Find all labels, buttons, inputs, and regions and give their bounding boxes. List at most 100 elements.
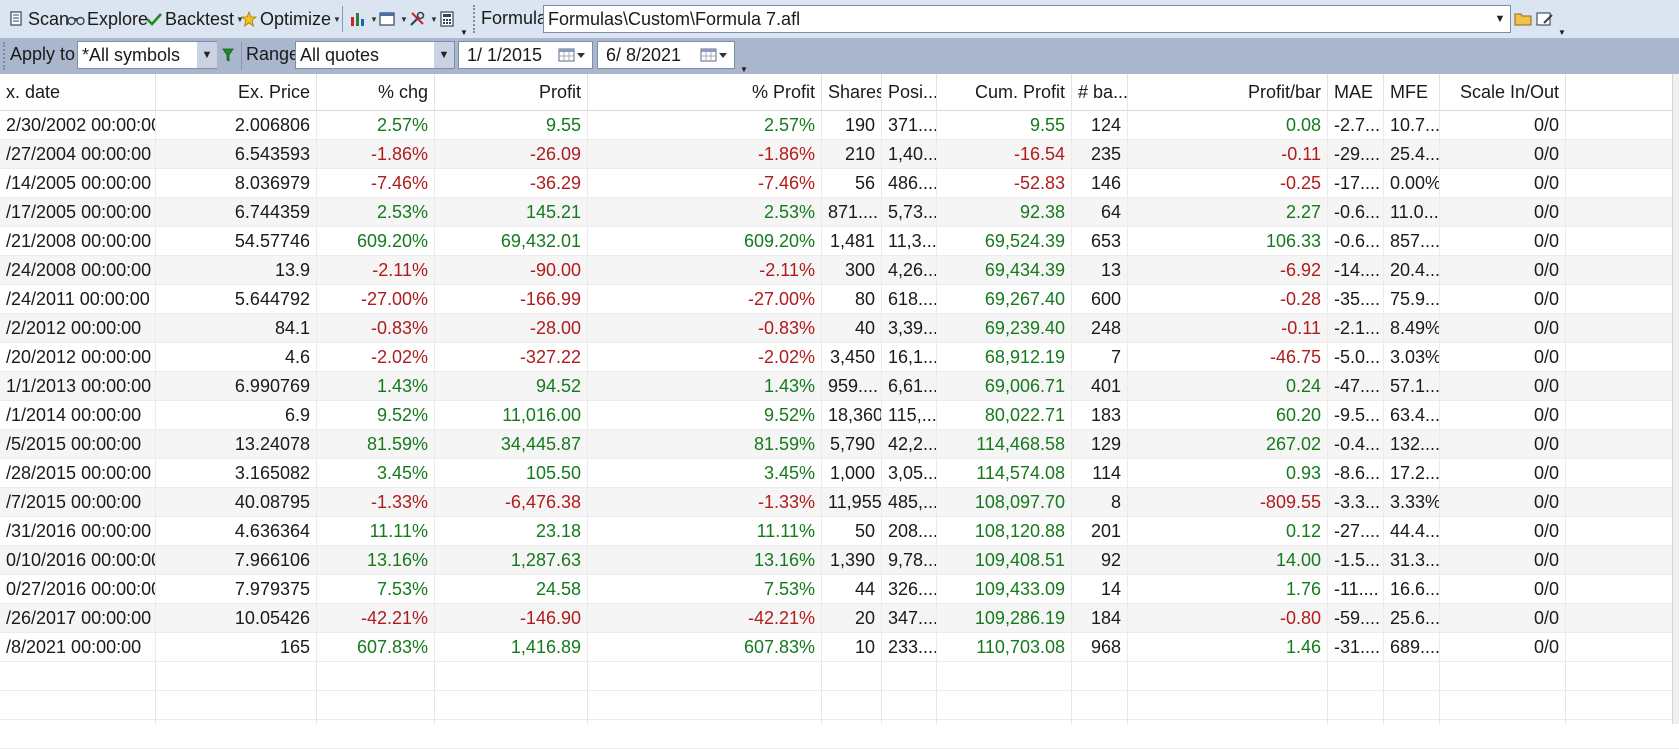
table-row[interactable]: 0/27/2016 00:00:00 7.979375 7.53% 24.58 7.53…	[0, 575, 1679, 604]
chart-dropdown-icon[interactable]: ▼	[370, 14, 378, 24]
cell-profit: -166.99	[435, 285, 588, 313]
cell-exit-date: /14/2005 00:00:00	[0, 169, 156, 197]
cell-bars: 8	[1072, 488, 1128, 516]
cell-scale-in-out: 0/0	[1440, 256, 1566, 284]
table-row[interactable]: /5/2015 00:00:00 13.24078 81.59% 34,445.87 8…	[0, 430, 1679, 459]
scan-label: Scan	[28, 8, 70, 29]
explore-button[interactable]: Explore	[67, 7, 148, 31]
scan-button[interactable]: Scan	[8, 7, 69, 31]
cell-exit-date: /1/2014 00:00:00	[0, 401, 156, 429]
table-row[interactable]: /24/2011 00:00:00 5.644792 -27.00% -166.99-…	[0, 285, 1679, 314]
column-header-pct-change[interactable]: % chg	[317, 74, 435, 110]
table-row[interactable]: 0/10/2016 00:00:00 7.966106 13.16% 1,287.63…	[0, 546, 1679, 575]
cell-pct-profit: -2.11%	[588, 256, 822, 284]
cell-cum-profit: 69,434.39	[937, 256, 1072, 284]
from-date-picker[interactable]: 1/ 1/2015	[458, 41, 593, 69]
column-header-cum-profit[interactable]: Cum. Profit	[937, 74, 1072, 110]
column-header-position-value[interactable]: Posi...	[882, 74, 937, 110]
column-header-exit-date[interactable]: x. date	[0, 74, 156, 110]
table-row[interactable]: /8/2021 00:00:00 165 607.83% 1,416.89 607.83…	[0, 633, 1679, 662]
range-select[interactable]: All quotes	[295, 41, 455, 69]
table-row[interactable]: /31/2016 00:00:00 4.636364 11.11% 23.18 11.1…	[0, 517, 1679, 546]
table-row[interactable]: /7/2015 00:00:00 40.08795 -1.33% -6,476.38-…	[0, 488, 1679, 517]
column-header-scale-in-out[interactable]: Scale In/Out	[1440, 74, 1566, 110]
column-header-mae[interactable]: MAE	[1328, 74, 1384, 110]
tools-button[interactable]: ▼	[408, 7, 438, 31]
report-button[interactable]: ▼	[378, 7, 408, 31]
cell-scale-in-out: 0/0	[1440, 111, 1566, 139]
cell-scale-in-out: 0/0	[1440, 169, 1566, 197]
table-row[interactable]: /24/2008 00:00:00 13.9 -2.11% -90.00 -2.11% 3…	[0, 256, 1679, 285]
column-header-profit[interactable]: Profit	[435, 74, 588, 110]
table-row[interactable]: /20/2012 00:00:00 4.6 -2.02% -327.22 -2.02% 3…	[0, 343, 1679, 372]
table-row[interactable]: /21/2008 00:00:00 54.57746 609.20% 69,432.0…	[0, 227, 1679, 256]
optimize-button[interactable]: Optimize ▼	[240, 7, 341, 31]
column-header-bars[interactable]: # ba...	[1072, 74, 1128, 110]
edit-formula-icon[interactable]	[1535, 9, 1555, 29]
cell-mfe: 57.1...	[1384, 372, 1440, 400]
cell-profit-per-bar: -0.80	[1128, 604, 1328, 632]
calculator-button[interactable]	[438, 7, 458, 31]
open-folder-icon[interactable]	[1513, 9, 1533, 29]
cell-pct-change: 7.53%	[317, 575, 435, 603]
backtest-button[interactable]: Backtest ▼	[145, 7, 244, 31]
cell-scale-in-out: 0/0	[1440, 575, 1566, 603]
cell-bars: 201	[1072, 517, 1128, 545]
cell-exit-date: 1/1/2013 00:00:00	[0, 372, 156, 400]
from-calendar-icon[interactable]	[556, 45, 590, 65]
cell-position-value: 486....	[882, 169, 937, 197]
formula-dropdown-icon[interactable]: ▼	[1490, 6, 1510, 32]
filter-toolbar-overflow-icon[interactable]: ▼	[740, 64, 748, 74]
column-header-exit-price[interactable]: Ex. Price	[156, 74, 317, 110]
cell-exit-price: 4.6	[156, 343, 317, 371]
cell-scale-in-out: 0/0	[1440, 401, 1566, 429]
filter-icon[interactable]	[220, 45, 236, 65]
cell-profit: -90.00	[435, 256, 588, 284]
column-header-shares[interactable]: Shares	[822, 74, 882, 110]
to-calendar-icon[interactable]	[698, 45, 732, 65]
tools-dropdown-icon[interactable]: ▼	[430, 14, 438, 24]
cell-pct-change: -27.00%	[317, 285, 435, 313]
cell-profit-per-bar: -46.75	[1128, 343, 1328, 371]
vertical-scrollbar[interactable]	[1672, 74, 1679, 724]
cell-position-value: 115,...	[882, 401, 937, 429]
chart-button[interactable]: ▼	[348, 7, 378, 31]
cell-mae: -1.5...	[1328, 546, 1384, 574]
formula-path-field[interactable]: Formulas\Custom\Formula 7.afl	[543, 5, 1511, 33]
table-row[interactable]: 2/30/2002 00:00:00 2.006806 2.57% 9.55 2.57%…	[0, 111, 1679, 140]
to-date-picker[interactable]: 6/ 8/2021	[597, 41, 735, 69]
report-dropdown-icon[interactable]: ▼	[400, 14, 408, 24]
table-row[interactable]: /2/2012 00:00:00 84.1 -0.83% -28.00 -0.83% 40…	[0, 314, 1679, 343]
table-row[interactable]: /26/2017 00:00:00 10.05426 -42.21% -146.90-…	[0, 604, 1679, 633]
toolbar-grip	[473, 5, 478, 33]
table-row[interactable]: /27/2004 00:00:00 6.543593 -1.86% -26.09 -1.…	[0, 140, 1679, 169]
cell-profit: 23.18	[435, 517, 588, 545]
cell-shares: 80	[822, 285, 882, 313]
cell-mae: -2.1...	[1328, 314, 1384, 342]
backtest-dropdown-icon[interactable]: ▼	[236, 14, 244, 24]
table-row[interactable]: 1/1/2013 00:00:00 6.990769 1.43% 94.52 1.43%…	[0, 372, 1679, 401]
table-row[interactable]: /28/2015 00:00:00 3.165082 3.45% 105.50 3.45…	[0, 459, 1679, 488]
table-row[interactable]: /1/2014 00:00:00 6.9 9.52% 11,016.00 9.52% 18…	[0, 401, 1679, 430]
cell-position-value: 6,61...	[882, 372, 937, 400]
toolbar2-overflow-icon[interactable]: ▼	[1558, 27, 1566, 37]
column-header-pct-profit[interactable]: % Profit	[588, 74, 822, 110]
toolbar-overflow-icon[interactable]: ▼	[460, 27, 468, 37]
column-header-profit-per-bar[interactable]: Profit/bar	[1128, 74, 1328, 110]
table-row[interactable]: /14/2005 00:00:00 8.036979 -7.46% -36.29 -7.…	[0, 169, 1679, 198]
column-header-mfe[interactable]: MFE	[1384, 74, 1440, 110]
apply-to-select[interactable]: *All symbols	[77, 41, 217, 69]
cell-pct-profit: 2.57%	[588, 111, 822, 139]
cell-pct-profit: 1.43%	[588, 372, 822, 400]
cell-exit-price: 84.1	[156, 314, 317, 342]
apply-to-dropdown-icon[interactable]: ▼	[197, 42, 217, 68]
cell-cum-profit: -16.54	[937, 140, 1072, 168]
cell-profit-per-bar: 0.12	[1128, 517, 1328, 545]
table-row[interactable]: /17/2005 00:00:00 6.744359 2.53% 145.21 2.53…	[0, 198, 1679, 227]
cell-position-value: 326....	[882, 575, 937, 603]
optimize-dropdown-icon[interactable]: ▼	[333, 14, 341, 24]
cell-mfe: 10.7...	[1384, 111, 1440, 139]
cell-bars: 968	[1072, 633, 1128, 661]
range-dropdown-icon[interactable]: ▼	[434, 42, 454, 68]
cell-scale-in-out: 0/0	[1440, 430, 1566, 458]
